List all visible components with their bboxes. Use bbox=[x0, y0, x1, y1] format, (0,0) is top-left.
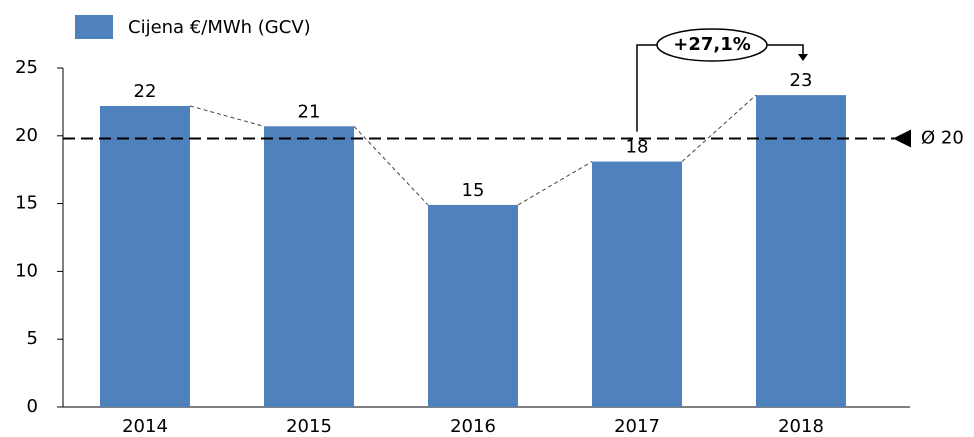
value-label: 18 bbox=[626, 137, 649, 158]
x-tick-label: 2016 bbox=[450, 416, 496, 437]
x-tick-label: 2017 bbox=[614, 416, 660, 437]
annotation-arrow bbox=[798, 54, 808, 61]
y-tick-label: 10 bbox=[15, 260, 38, 281]
connector bbox=[353, 125, 429, 206]
bar bbox=[100, 105, 190, 407]
y-tick-label: 15 bbox=[15, 193, 38, 214]
value-label: 23 bbox=[790, 70, 813, 91]
value-label: 22 bbox=[134, 81, 157, 102]
bar bbox=[756, 95, 846, 408]
y-tick-label: 5 bbox=[27, 328, 38, 349]
connector bbox=[189, 105, 265, 127]
x-tick-label: 2014 bbox=[122, 416, 168, 437]
connector bbox=[517, 161, 593, 206]
bar bbox=[264, 126, 354, 408]
annotation: +27,1% bbox=[673, 34, 751, 55]
x-tick-label: 2015 bbox=[286, 416, 332, 437]
legend-swatch bbox=[75, 15, 113, 39]
bar bbox=[428, 204, 518, 407]
y-tick-label: 25 bbox=[15, 57, 38, 78]
x-tick-label: 2018 bbox=[778, 416, 824, 437]
average-label: Ø 20 bbox=[921, 128, 964, 149]
value-label: 15 bbox=[462, 180, 485, 201]
bar bbox=[592, 161, 682, 407]
annotation-oval bbox=[656, 28, 768, 62]
value-label: 21 bbox=[298, 101, 321, 122]
connector bbox=[681, 94, 757, 162]
y-tick-label: 0 bbox=[27, 396, 38, 417]
legend-label: Cijena €/MWh (GCV) bbox=[128, 17, 311, 38]
average-marker bbox=[893, 129, 911, 148]
y-tick-label: 20 bbox=[15, 125, 38, 146]
